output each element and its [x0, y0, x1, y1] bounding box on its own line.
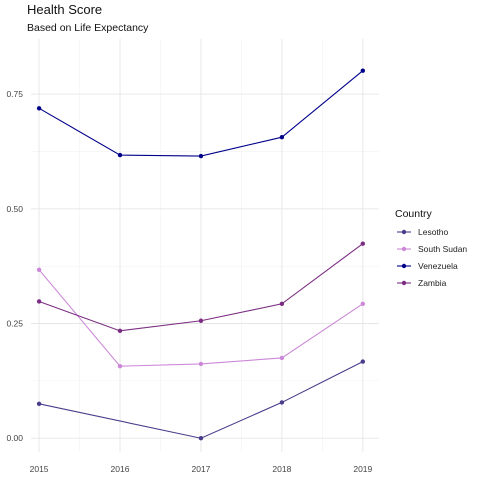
data-point-lesotho [198, 436, 204, 441]
data-point-venezuela [360, 68, 366, 73]
x-tick-label: 2015 [30, 464, 49, 474]
legend-item-venezuela: Venezuela [397, 261, 458, 271]
data-point-south-sudan [198, 361, 204, 367]
legend-marker-venezuela [401, 263, 407, 269]
data-point-venezuela [198, 153, 204, 159]
legend-label-south-sudan: South Sudan [418, 244, 467, 254]
data-point-venezuela [117, 152, 123, 158]
legend-label-zambia: Zambia [418, 278, 447, 288]
y-tick-label: 0.50 [6, 204, 23, 214]
data-point-zambia [36, 299, 42, 304]
legend: Country Lesotho South Sudan Venezuela Zambi… [395, 208, 467, 288]
legend-marker-lesotho [401, 229, 407, 235]
legend-label-lesotho: Lesotho [418, 227, 449, 237]
legend-item-south-sudan: South Sudan [397, 244, 467, 254]
legend-item-zambia: Zambia [397, 278, 447, 288]
data-point-zambia [360, 241, 366, 246]
y-tick-label: 0.75 [6, 89, 23, 99]
data-point-south-sudan [117, 363, 123, 369]
series-group [36, 68, 366, 441]
x-tick-label: 2017 [191, 464, 210, 474]
legend-marker-south-sudan [401, 246, 407, 252]
y-axis-ticks: 0.00 0.25 0.50 0.75 [6, 89, 23, 443]
data-point-south-sudan [360, 301, 366, 306]
x-axis-ticks: 2015 2016 2017 2018 2019 [30, 464, 373, 474]
data-point-lesotho [279, 400, 285, 405]
data-point-south-sudan [279, 355, 285, 361]
data-point-zambia [279, 301, 285, 306]
series-line-lesotho [38, 361, 364, 439]
data-point-venezuela [279, 135, 285, 140]
data-point-zambia [117, 328, 123, 334]
legend-marker-zambia [401, 280, 407, 286]
data-point-lesotho [36, 401, 42, 407]
x-tick-label: 2019 [353, 464, 372, 474]
data-point-lesotho [360, 359, 366, 364]
y-tick-label: 0.00 [6, 433, 23, 443]
data-point-zambia [198, 318, 204, 323]
y-tick-label: 0.25 [6, 319, 23, 329]
data-point-south-sudan [36, 267, 42, 273]
legend-item-lesotho: Lesotho [397, 227, 449, 237]
x-tick-label: 2016 [111, 464, 130, 474]
legend-title: Country [395, 208, 433, 220]
x-tick-label: 2018 [272, 464, 291, 474]
chart-title: Health Score [27, 2, 102, 17]
chart-subtitle: Based on Life Expectancy [27, 22, 149, 34]
legend-label-venezuela: Venezuela [418, 261, 458, 271]
data-point-venezuela [36, 106, 42, 111]
